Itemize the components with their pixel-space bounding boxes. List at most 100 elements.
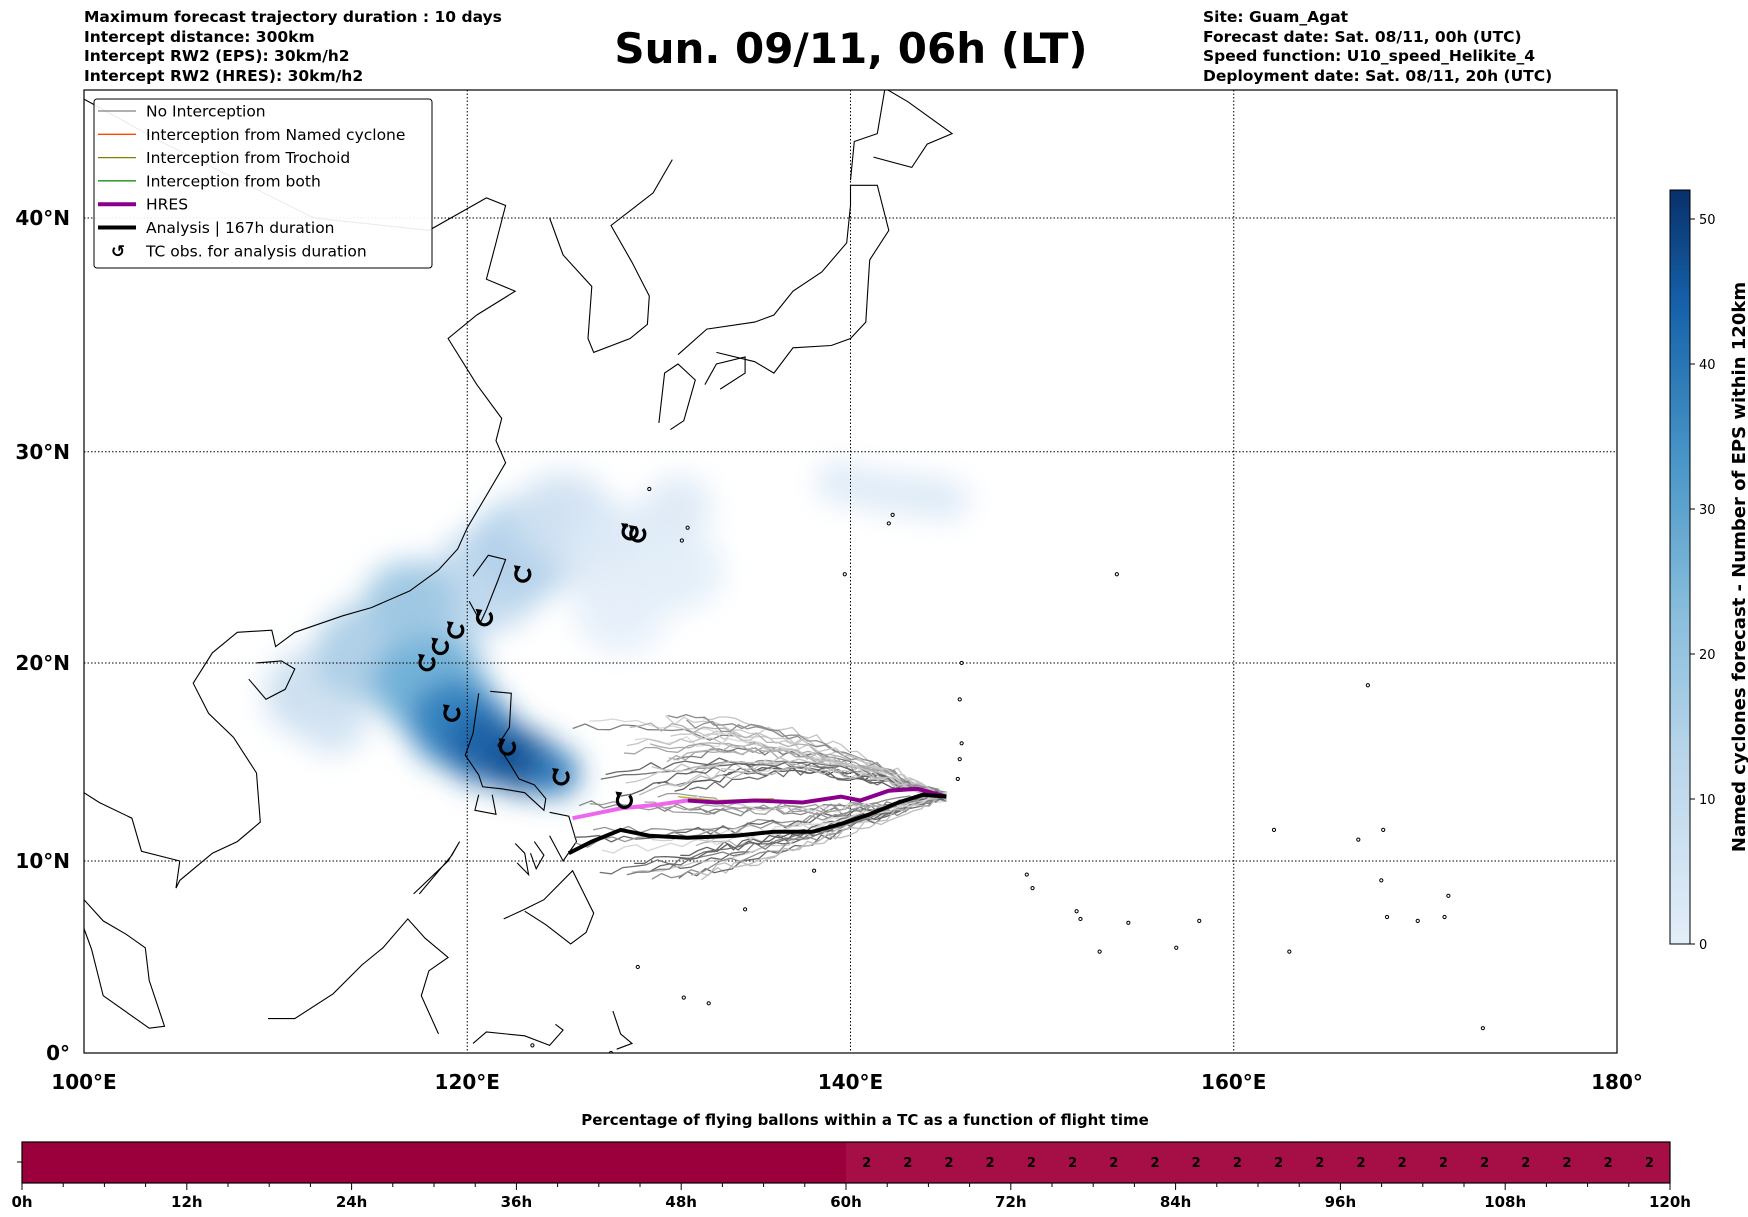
- timeline-value: 2: [1645, 1156, 1654, 1171]
- timeline-value: 2: [986, 1156, 995, 1171]
- island: [1379, 878, 1384, 883]
- timeline-value: 2: [1398, 1156, 1407, 1171]
- tc-obs-icon: [431, 637, 449, 656]
- header-left: Maximum forecast trajectory duration : 1…: [84, 8, 502, 85]
- timeline-value: 2: [1027, 1156, 1036, 1171]
- trajectory-no-interception: [626, 737, 947, 796]
- colorbar-tick-label: 50: [1699, 213, 1716, 228]
- coastline: [658, 363, 696, 431]
- timeline-segment: [1464, 1142, 1506, 1183]
- timeline-segment: [310, 1142, 353, 1183]
- island: [1074, 909, 1079, 914]
- island: [685, 525, 690, 530]
- coastline: [704, 356, 746, 390]
- timeline-value: 2: [1315, 1156, 1324, 1171]
- timeline-segment: [1546, 1142, 1589, 1183]
- density-blob: [923, 479, 970, 521]
- timeline-value: 2: [1233, 1156, 1242, 1171]
- timeline-segment: [722, 1142, 765, 1183]
- legend-item: Interception from Named cyclone: [98, 126, 405, 144]
- island: [679, 538, 684, 543]
- density-blob: [573, 568, 669, 655]
- timeline-segment: [186, 1142, 229, 1183]
- legend-label: Interception from both: [146, 172, 321, 190]
- timeline-axis: 0h 12h 24h 36h 48h 60h 72h 84h 96h 108h 120h: [11, 1161, 1691, 1211]
- timeline-value: 2: [1068, 1156, 1077, 1171]
- timeline-segment: [557, 1142, 600, 1183]
- island: [1384, 914, 1390, 920]
- timeline-tick-label: 120h: [1649, 1193, 1691, 1211]
- trajectory-no-interception: [690, 730, 947, 801]
- analysis-line: [567, 792, 947, 855]
- timeline-segment: [392, 1142, 435, 1183]
- timeline-tick-label: 48h: [665, 1193, 697, 1211]
- legend-item: Interception from Trochoid: [98, 149, 350, 167]
- trajectory-no-interception: [629, 722, 947, 795]
- tc-obs-icon: [498, 738, 517, 756]
- timeline-segment: [1216, 1142, 1259, 1183]
- timeline-tick-label: 0h: [11, 1193, 32, 1211]
- colorbar-tick-label: 30: [1699, 503, 1716, 518]
- timeline-value: 2: [1480, 1156, 1489, 1171]
- header-max-duration: Maximum forecast trajectory duration : 1…: [84, 8, 502, 26]
- density-blob: [643, 475, 713, 538]
- analysis-trajectory: [567, 792, 947, 855]
- island: [1480, 1026, 1485, 1031]
- tc-obs-icon: [513, 565, 532, 583]
- colorbar-tick-label: 10: [1699, 793, 1716, 808]
- coastline: [474, 794, 497, 815]
- timeline-value: 2: [1274, 1156, 1283, 1171]
- trajectory-no-interception: [686, 719, 947, 801]
- timeline-segment: [1587, 1142, 1630, 1183]
- coastline: [413, 841, 461, 895]
- hres-trajectory: [572, 786, 947, 821]
- timeline-tick-label: 24h: [336, 1193, 368, 1211]
- timeline-segment: [1258, 1142, 1300, 1183]
- lon-label: 100°E: [51, 1070, 116, 1094]
- coastline: [677, 184, 890, 374]
- trajectory-no-interception: [639, 765, 947, 800]
- island: [1197, 918, 1202, 923]
- island: [955, 776, 960, 782]
- eps-density-field: [264, 460, 970, 797]
- colorbar: 0 10 20 30 40 50 Named cyclones forecast - Nu…: [1669, 189, 1748, 953]
- timeline-segment: [969, 1142, 1012, 1183]
- timeline-segment: [269, 1142, 311, 1183]
- island: [1365, 683, 1370, 688]
- trajectory-no-interception: [680, 794, 947, 813]
- lon-label: 140°E: [818, 1070, 883, 1094]
- trajectory-no-interception: [651, 756, 947, 800]
- timeline-value: 2: [1192, 1156, 1201, 1171]
- timeline-segment: [846, 1142, 888, 1183]
- legend-item: Analysis | 167h duration: [98, 219, 335, 237]
- timeline-segment: [640, 1142, 682, 1183]
- map-axis-labels: 100°E 120°E 140°E 160°E 180° 0° 10°N 20°N 30°N 40…: [15, 206, 1642, 1094]
- timeline-segment: [351, 1142, 394, 1183]
- legend-label: Interception from Trochoid: [146, 149, 350, 167]
- timeline-segment: [1093, 1142, 1135, 1183]
- timeline-tick-label: 96h: [1325, 1193, 1357, 1211]
- island: [959, 741, 964, 746]
- coastline: [268, 918, 450, 1035]
- trajectory-no-interception: [674, 768, 947, 798]
- island: [1174, 945, 1179, 950]
- timeline-value: 2: [1109, 1156, 1118, 1171]
- header-intercept-hres: Intercept RW2 (HRES): 30km/h2: [84, 67, 363, 85]
- timeline-segment: [1175, 1142, 1218, 1183]
- timeline-value: 2: [1356, 1156, 1365, 1171]
- timeline-segment: [22, 1142, 64, 1183]
- coastline: [549, 159, 673, 354]
- colorbar-tick-label: 40: [1699, 358, 1716, 373]
- coastline: [503, 869, 595, 945]
- header-intercept-eps: Intercept RW2 (EPS): 30km/h2: [84, 47, 350, 65]
- timeline-segment: [104, 1142, 147, 1183]
- timeline-tick-label: 36h: [501, 1193, 533, 1211]
- trajectory-no-interception: [651, 792, 947, 842]
- coastline: [514, 843, 530, 877]
- coastline: [84, 899, 166, 1029]
- island: [1446, 893, 1451, 898]
- tc-obs-icon: [475, 608, 494, 627]
- timeline-segment: [475, 1142, 517, 1183]
- lat-label: 10°N: [15, 849, 70, 873]
